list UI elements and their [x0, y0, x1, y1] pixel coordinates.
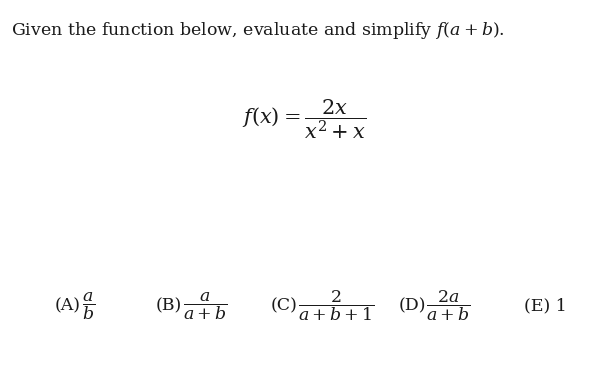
Text: $\dfrac{2a}{a + b}$: $\dfrac{2a}{a + b}$: [426, 289, 471, 323]
Text: Given the function below, evaluate and simplify $f(a + b)$.: Given the function below, evaluate and s…: [11, 20, 505, 42]
Text: (A): (A): [55, 298, 81, 315]
Text: (E) 1: (E) 1: [524, 298, 566, 315]
Text: (B): (B): [155, 298, 181, 315]
Text: (C): (C): [271, 298, 298, 315]
Text: $\dfrac{2}{a + b + 1}$: $\dfrac{2}{a + b + 1}$: [298, 289, 375, 323]
Text: $\dfrac{a}{b}$: $\dfrac{a}{b}$: [82, 290, 96, 322]
Text: (D): (D): [399, 298, 426, 315]
Text: $f(x) = \dfrac{2x}{x^2 + x}$: $f(x) = \dfrac{2x}{x^2 + x}$: [242, 97, 367, 141]
Text: $\dfrac{a}{a + b}$: $\dfrac{a}{a + b}$: [183, 290, 227, 322]
